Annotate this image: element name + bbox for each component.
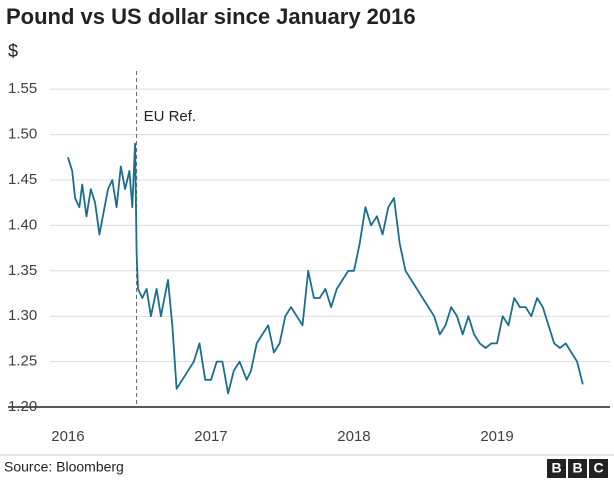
logo-box xyxy=(589,459,608,478)
logo-box xyxy=(568,459,587,478)
source: Source: Bloomberg xyxy=(4,459,124,475)
y-tick-label: 1.50 xyxy=(8,126,37,143)
x-tick-label: 2016 xyxy=(51,428,84,445)
y-tick-label: 1.20 xyxy=(8,398,37,415)
x-tick-label: 2018 xyxy=(337,428,370,445)
x-tick-label: 2017 xyxy=(194,428,227,445)
chart-title: Pound vs US dollar since January 2016 xyxy=(6,4,416,29)
y-tick-label: 1.45 xyxy=(8,171,37,188)
x-tick-label: 2019 xyxy=(480,428,513,445)
annotation-label: EU Ref. xyxy=(144,108,197,125)
price-line xyxy=(67,142,584,395)
logo-letter: B xyxy=(551,460,561,476)
y-tick-label: 1.25 xyxy=(8,353,37,370)
y-tick-label: 1.30 xyxy=(8,307,37,324)
y-axis-label: $ xyxy=(8,41,18,61)
logo-box xyxy=(547,459,566,478)
logo-letter: C xyxy=(593,460,603,476)
y-tick-label: 1.35 xyxy=(8,262,37,279)
y-tick-label: 1.55 xyxy=(8,80,37,97)
logo-letter: B xyxy=(572,460,582,476)
y-tick-label: 1.40 xyxy=(8,216,37,233)
